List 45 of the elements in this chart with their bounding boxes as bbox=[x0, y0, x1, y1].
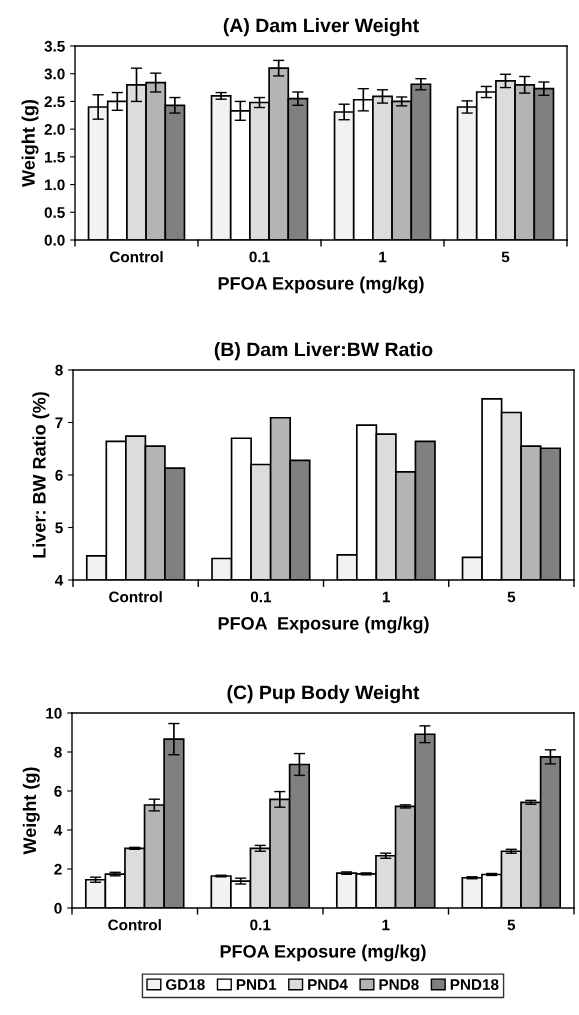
y-tick-label: 4 bbox=[55, 575, 64, 586]
y-tick-label: 4 bbox=[54, 825, 63, 836]
legend-label: PND1 bbox=[236, 979, 277, 990]
y-tick-label: 3.5 bbox=[44, 40, 65, 52]
x-tick-label: 0.1 bbox=[250, 919, 271, 931]
chart-title: (B) Dam Liver:BW Ratio bbox=[214, 342, 433, 361]
y-tick-label: 6 bbox=[54, 785, 62, 797]
chart-title: (C) Pup Body Weight bbox=[227, 685, 420, 704]
x-tick-label: Control bbox=[109, 251, 163, 263]
legend-label: GD18 bbox=[165, 979, 205, 990]
y-axis-title: Weight (g) bbox=[22, 767, 40, 855]
legend-label: PND8 bbox=[379, 979, 419, 990]
y-tick-label: 1.5 bbox=[45, 151, 65, 163]
y-axis-title: Liver: BW Ratio (%) bbox=[32, 392, 50, 558]
x-tick-label: 5 bbox=[507, 591, 516, 603]
y-tick-label: 2 bbox=[54, 863, 62, 875]
y-tick-label: 7 bbox=[55, 417, 63, 429]
x-axis-title: PFOA Exposure (mg/kg) bbox=[220, 944, 426, 962]
x-tick-label: Control bbox=[109, 591, 162, 603]
x-axis-title: PFOA Exposure (mg/kg) bbox=[218, 276, 424, 294]
y-tick-label: 0 bbox=[54, 902, 62, 914]
chart-title: (A) Dam Liver Weight bbox=[223, 18, 419, 37]
x-tick-label: 0.1 bbox=[249, 251, 270, 263]
x-tick-label: Control bbox=[108, 919, 161, 931]
x-axis-title: PFOA Exposure (mg/kg) bbox=[218, 616, 429, 634]
y-tick-label: 0.0 bbox=[44, 234, 65, 246]
y-tick-label: 2.5 bbox=[44, 96, 65, 108]
y-tick-label: 0.5 bbox=[44, 207, 65, 218]
y-tick-label: 10 bbox=[46, 707, 62, 719]
y-tick-label: 8 bbox=[54, 746, 62, 758]
x-tick-label: 5 bbox=[501, 251, 510, 263]
x-tick-label: 1 bbox=[382, 591, 390, 603]
x-tick-label: 1 bbox=[382, 919, 390, 931]
y-tick-label: 2.0 bbox=[44, 124, 65, 135]
legend-label: PND18 bbox=[450, 979, 499, 990]
legend-label: PND4 bbox=[308, 979, 348, 990]
y-tick-label: 1.0 bbox=[45, 179, 65, 191]
y-tick-label: 6 bbox=[55, 469, 63, 481]
x-tick-label: 5 bbox=[507, 919, 516, 931]
y-axis-title: Weight (g) bbox=[21, 99, 39, 187]
y-tick-label: 3.0 bbox=[44, 68, 65, 80]
y-tick-label: 5 bbox=[55, 522, 63, 534]
x-tick-label: 1 bbox=[379, 251, 387, 263]
x-tick-label: 0.1 bbox=[250, 591, 272, 603]
y-tick-label: 8 bbox=[55, 364, 63, 376]
